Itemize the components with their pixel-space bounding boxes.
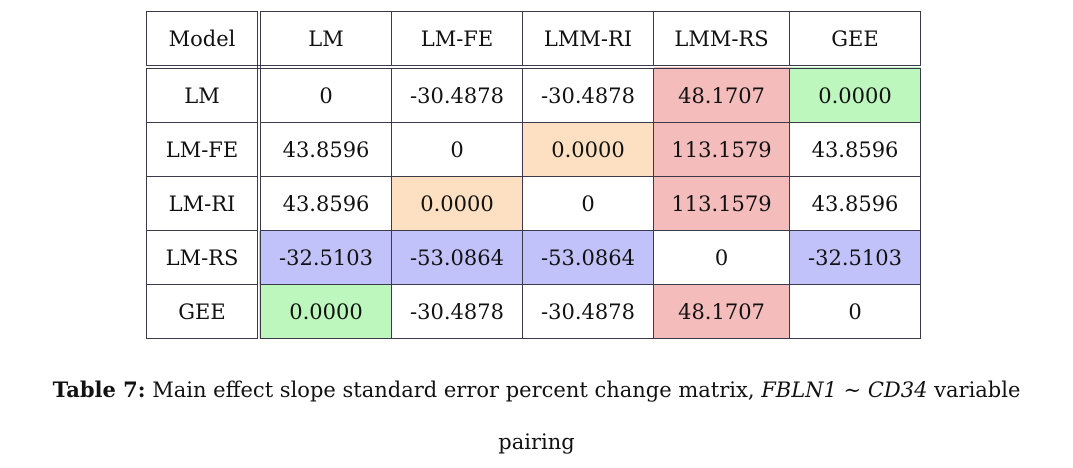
caption-math: FBLN1 ∼ CD34 [761,378,928,402]
matrix-cell: 0 [258,66,392,123]
column-header: LMM-RI [522,11,654,69]
row-header: LM-FE [146,122,261,177]
matrix-cell-highlight-red: 48.1707 [653,66,790,123]
column-header: GEE [789,11,921,69]
column-header: LMM-RS [653,11,790,69]
matrix-cell: -30.4878 [391,284,523,339]
matrix-cell: 43.8596 [789,122,921,177]
table-row: GEE 0.0000 -30.4878 -30.4878 48.1707 0 [146,284,921,339]
matrix-cell: -30.4878 [522,284,654,339]
caption-text-after: variable [934,378,1021,402]
matrix-cell: 0 [391,122,523,177]
matrix-cell: 43.8596 [258,176,392,231]
matrix-cell: -30.4878 [391,66,523,123]
table-row: LM 0 -30.4878 -30.4878 48.1707 0.0000 [146,66,921,123]
matrix-cell-highlight-red: 113.1579 [653,122,790,177]
matrix-cell-highlight-blue: -32.5103 [258,230,392,285]
caption-text: Main effect slope standard error percent… [152,378,755,402]
matrix-cell-highlight-blue: -32.5103 [789,230,921,285]
table-row: LM-RI 43.8596 0.0000 0 113.1579 43.8596 [146,176,921,231]
header-row: Model LM LM-FE LMM-RI LMM-RS GEE [146,11,921,69]
percent-change-matrix: Model LM LM-FE LMM-RI LMM-RS GEE LM 0 -3… [146,11,921,339]
caption-line-1: Table 7: Main effect slope standard erro… [0,364,1073,416]
matrix-cell: 43.8596 [789,176,921,231]
matrix-cell-highlight-blue: -53.0864 [522,230,654,285]
row-header: LM [146,66,261,123]
matrix-cell: -30.4878 [522,66,654,123]
matrix-cell-highlight-blue: -53.0864 [391,230,523,285]
matrix-cell-highlight-green: 0.0000 [258,284,392,339]
caption-label: Table 7: [52,377,146,402]
table-caption: Table 7: Main effect slope standard erro… [0,364,1073,468]
matrix-cell: 0 [789,284,921,339]
row-header: LM-RI [146,176,261,231]
matrix-cell-highlight-red: 48.1707 [653,284,790,339]
matrix-table: Model LM LM-FE LMM-RI LMM-RS GEE LM 0 -3… [146,11,921,339]
column-header: LM-FE [391,11,523,69]
corner-header: Model [146,11,261,69]
table-row: LM-FE 43.8596 0 0.0000 113.1579 43.8596 [146,122,921,177]
row-header: LM-RS [146,230,261,285]
matrix-cell-highlight-orange: 0.0000 [391,176,523,231]
row-header: GEE [146,284,261,339]
matrix-cell-highlight-red: 113.1579 [653,176,790,231]
matrix-cell: 0 [653,230,790,285]
matrix-cell: 0 [522,176,654,231]
table-row: LM-RS -32.5103 -53.0864 -53.0864 0 -32.5… [146,230,921,285]
column-header: LM [258,11,392,69]
matrix-cell-highlight-orange: 0.0000 [522,122,654,177]
matrix-cell-highlight-green: 0.0000 [789,66,921,123]
caption-line-2: pairing [498,430,575,454]
matrix-cell: 43.8596 [258,122,392,177]
